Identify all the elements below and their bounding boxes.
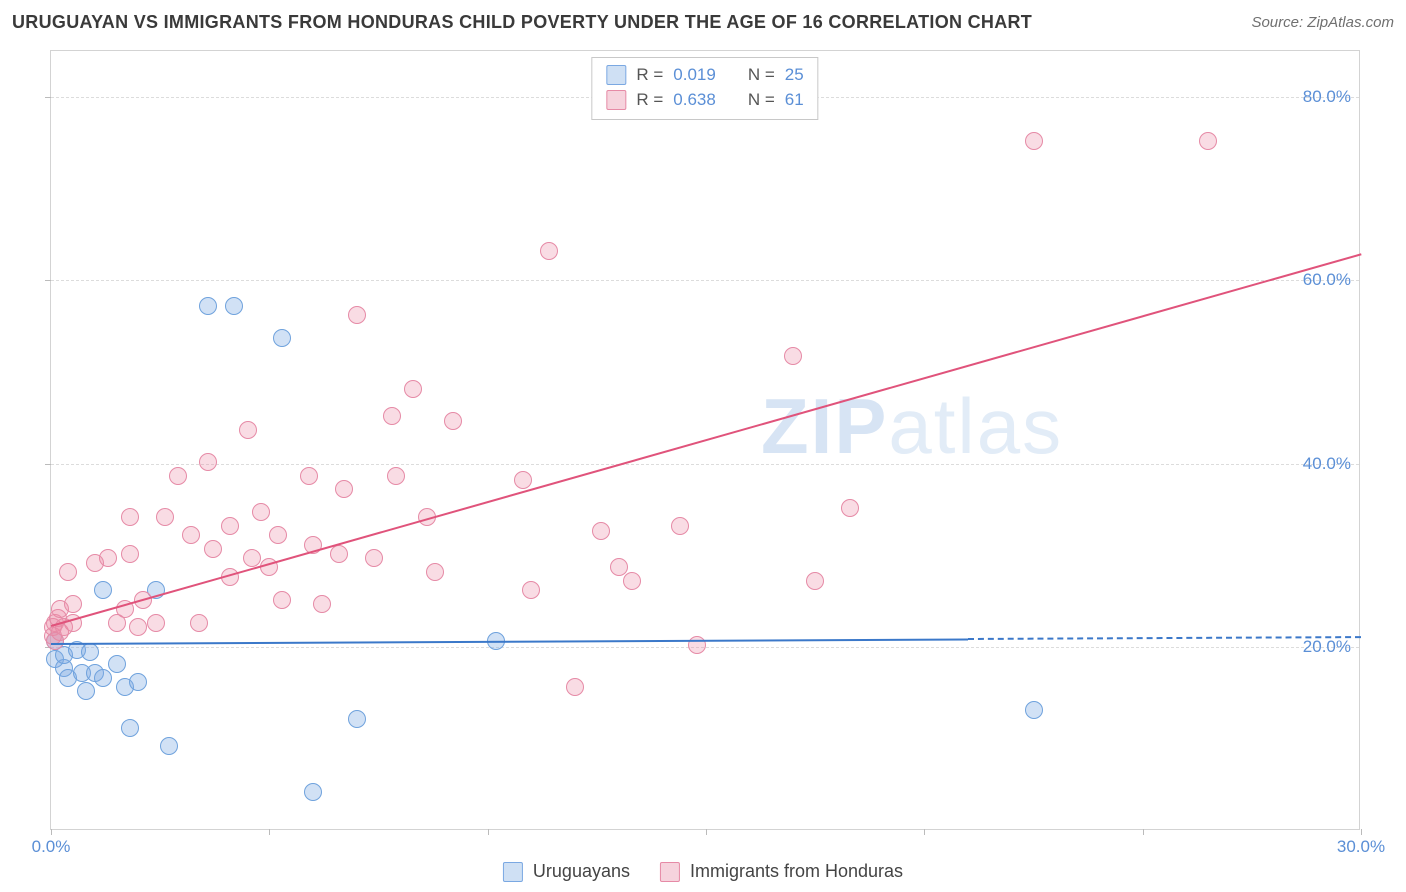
- scatter-marker: [94, 669, 112, 687]
- legend-swatch-1: [660, 862, 680, 882]
- scatter-marker: [225, 297, 243, 315]
- stat-R-label: R =: [636, 63, 663, 88]
- scatter-marker: [77, 682, 95, 700]
- legend-label-1: Immigrants from Honduras: [690, 861, 903, 882]
- y-tick-label: 60.0%: [1303, 270, 1351, 290]
- scatter-marker: [121, 508, 139, 526]
- scatter-marker: [269, 526, 287, 544]
- swatch-series-1: [606, 90, 626, 110]
- plot-surface: ZIPatlas 20.0%40.0%60.0%80.0%0.0%30.0%: [51, 51, 1359, 829]
- scatter-marker: [94, 581, 112, 599]
- scatter-marker: [64, 595, 82, 613]
- stat-legend: R = 0.019 N = 25 R = 0.638 N = 61: [591, 57, 818, 120]
- scatter-marker: [273, 591, 291, 609]
- scatter-marker: [169, 467, 187, 485]
- scatter-marker: [522, 581, 540, 599]
- swatch-series-0: [606, 65, 626, 85]
- scatter-marker: [204, 540, 222, 558]
- y-tick-label: 20.0%: [1303, 637, 1351, 657]
- x-tick-label: 30.0%: [1337, 837, 1385, 857]
- scatter-marker: [330, 545, 348, 563]
- scatter-marker: [335, 480, 353, 498]
- stat-N-label: N =: [748, 63, 775, 88]
- scatter-marker: [300, 467, 318, 485]
- legend-label-0: Uruguayans: [533, 861, 630, 882]
- source-label: Source: ZipAtlas.com: [1251, 14, 1394, 31]
- scatter-marker: [121, 719, 139, 737]
- stat-N-label-1: N =: [748, 88, 775, 113]
- scatter-marker: [1199, 132, 1217, 150]
- trend-line: [51, 638, 968, 644]
- watermark-zip: ZIP: [761, 382, 888, 470]
- scatter-marker: [592, 522, 610, 540]
- trend-line: [51, 253, 1362, 627]
- scatter-marker: [99, 549, 117, 567]
- stat-N-0: 25: [785, 63, 804, 88]
- scatter-marker: [273, 329, 291, 347]
- stat-R-1: 0.638: [673, 88, 716, 113]
- scatter-marker: [304, 783, 322, 801]
- scatter-marker: [147, 614, 165, 632]
- watermark: ZIPatlas: [761, 381, 1063, 472]
- scatter-marker: [243, 549, 261, 567]
- scatter-marker: [383, 407, 401, 425]
- scatter-marker: [156, 508, 174, 526]
- scatter-marker: [129, 618, 147, 636]
- stat-R-label-1: R =: [636, 88, 663, 113]
- scatter-marker: [81, 643, 99, 661]
- legend-item-1: Immigrants from Honduras: [660, 861, 903, 882]
- legend-item-0: Uruguayans: [503, 861, 630, 882]
- scatter-marker: [221, 517, 239, 535]
- scatter-marker: [566, 678, 584, 696]
- scatter-marker: [190, 614, 208, 632]
- y-tick-label: 80.0%: [1303, 87, 1351, 107]
- legend-swatch-0: [503, 862, 523, 882]
- chart-area: ZIPatlas 20.0%40.0%60.0%80.0%0.0%30.0% R…: [50, 50, 1360, 830]
- scatter-marker: [540, 242, 558, 260]
- scatter-marker: [1025, 132, 1043, 150]
- scatter-marker: [444, 412, 462, 430]
- stat-N-1: 61: [785, 88, 804, 113]
- scatter-marker: [160, 737, 178, 755]
- y-tick-label: 40.0%: [1303, 454, 1351, 474]
- scatter-marker: [313, 595, 331, 613]
- scatter-marker: [252, 503, 270, 521]
- scatter-marker: [671, 517, 689, 535]
- scatter-marker: [387, 467, 405, 485]
- gridline-h: [51, 464, 1359, 465]
- scatter-marker: [182, 526, 200, 544]
- scatter-marker: [1025, 701, 1043, 719]
- scatter-marker: [514, 471, 532, 489]
- watermark-atlas: atlas: [888, 382, 1063, 470]
- scatter-marker: [199, 297, 217, 315]
- scatter-marker: [199, 453, 217, 471]
- scatter-marker: [348, 306, 366, 324]
- stat-R-0: 0.019: [673, 63, 716, 88]
- scatter-marker: [108, 655, 126, 673]
- scatter-marker: [784, 347, 802, 365]
- scatter-marker: [129, 673, 147, 691]
- scatter-marker: [806, 572, 824, 590]
- scatter-marker: [348, 710, 366, 728]
- scatter-marker: [841, 499, 859, 517]
- scatter-marker: [239, 421, 257, 439]
- bottom-legend: Uruguayans Immigrants from Honduras: [503, 861, 903, 882]
- scatter-marker: [365, 549, 383, 567]
- scatter-marker: [426, 563, 444, 581]
- gridline-h: [51, 280, 1359, 281]
- header: URUGUAYAN VS IMMIGRANTS FROM HONDURAS CH…: [12, 12, 1394, 33]
- stat-row-1: R = 0.638 N = 61: [606, 88, 803, 113]
- chart-title: URUGUAYAN VS IMMIGRANTS FROM HONDURAS CH…: [12, 12, 1032, 33]
- scatter-marker: [121, 545, 139, 563]
- scatter-marker: [623, 572, 641, 590]
- x-tick-label: 0.0%: [32, 837, 71, 857]
- scatter-marker: [404, 380, 422, 398]
- scatter-marker: [59, 563, 77, 581]
- stat-row-0: R = 0.019 N = 25: [606, 63, 803, 88]
